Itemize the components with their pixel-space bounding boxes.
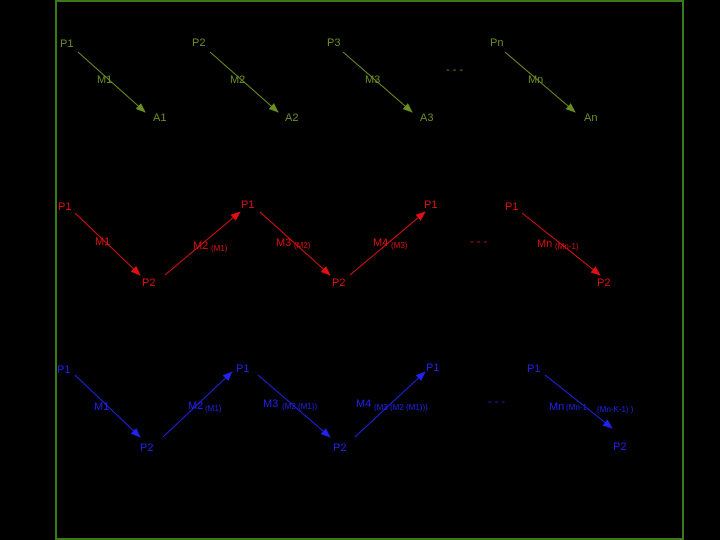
arrow [74,212,141,276]
blue-row: P1 M1 P2 M2 (M1) P1 M3 (M2 (M1)) P2 M4 (… [57,362,634,454]
arrow [77,51,146,113]
arrow [164,211,241,276]
label: P3 [327,37,340,49]
label: Pn [490,37,503,49]
arrow [257,374,331,438]
label: P1 [505,201,518,213]
label: A2 [285,112,298,124]
ellipsis: - - - [488,396,505,408]
label: M2 [193,240,208,252]
subscript: (M1) [205,404,222,413]
arrow [162,371,233,438]
label: M4 [373,237,388,249]
label: M2 [230,74,245,86]
arrow [521,212,601,276]
arrow [354,371,426,438]
ellipsis: - - - [470,236,487,248]
label: P2 [613,441,626,453]
frame [55,0,684,540]
label: M4 [356,398,371,410]
label: Mn [537,238,552,250]
label: M2 [188,400,203,412]
subscript: (M3 (M2 (M1))) [374,403,428,412]
label: M3 [263,398,278,410]
label: A3 [420,112,433,124]
label: P1 [241,199,254,211]
label: P2 [333,442,346,454]
label: P1 [58,201,71,213]
subscript: (Mn-1) [555,242,579,251]
ellipsis: - - - [446,64,463,76]
label: P1 [527,363,540,375]
label: P2 [192,37,205,49]
label: P2 [140,442,153,454]
subscript: (M2) [294,241,311,250]
label: P1 [236,363,249,375]
label: Mn [528,74,543,86]
label: M3 [365,74,380,86]
subscript: (M1) [211,244,228,253]
arrow [74,374,141,438]
arrow [349,211,426,276]
label: An [584,112,597,124]
label: P1 [426,362,439,374]
arrow [259,211,331,276]
label: P2 [332,277,345,289]
arrow [544,374,613,429]
label: P1 [60,38,73,50]
subscript: (M3) [391,241,408,250]
green-row: P1 P2 P3 Pn M1 M2 M3 Mn A1 A2 A3 An - - … [60,37,597,124]
label: A1 [153,112,166,124]
label: Mn [549,401,564,413]
subscript: (M2 (M1)) [282,402,317,411]
label: P2 [142,277,155,289]
subscript: (Mn-1 [566,403,587,412]
label: P1 [424,199,437,211]
label: P1 [57,364,70,376]
label: P2 [597,277,610,289]
arrow [209,51,279,113]
subscript: (Mn-K-1) ) [597,405,634,414]
label: M1 [97,74,112,86]
label: M1 [95,236,110,248]
label: M1 [94,401,109,413]
arrow [342,51,413,113]
arrow [504,51,576,113]
red-row: P1 M1 P2 M2 (M1) P1 M3 (M2) P2 M4 (M3) P… [58,199,610,289]
label: M3 [276,237,291,249]
